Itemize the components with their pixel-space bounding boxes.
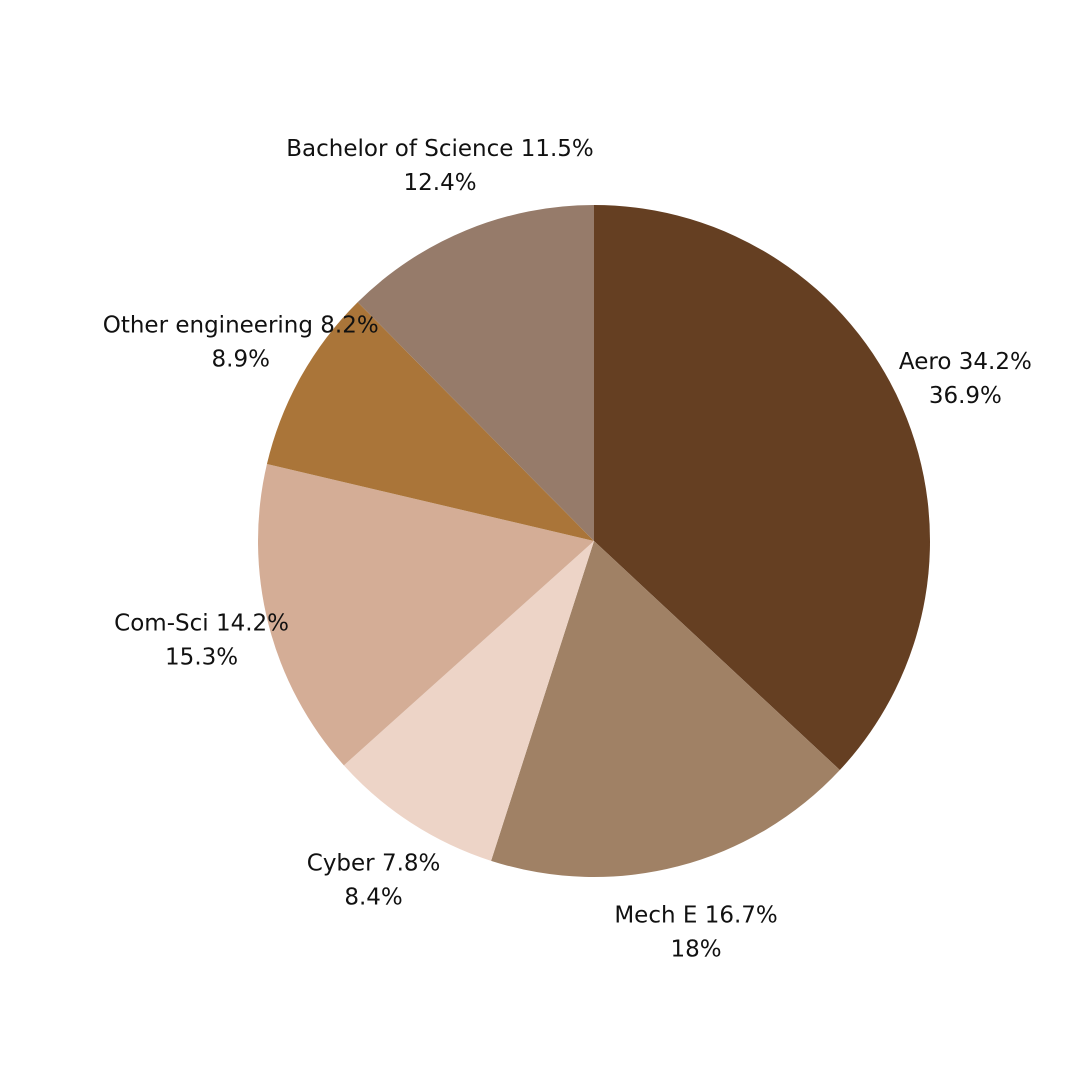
slice-label: Other engineering 8.2% [103, 312, 379, 338]
slice-label: Mech E 16.7% [614, 902, 777, 928]
pie-slice [357, 205, 594, 541]
pie-slice [266, 302, 594, 541]
pie-slice [594, 205, 930, 771]
pie-slice [491, 541, 840, 877]
slice-label: Bachelor of Science 11.5% [286, 136, 594, 162]
value-label: 12.4% [404, 170, 477, 196]
value-label: 8.9% [212, 346, 270, 372]
value-label: 18% [670, 936, 721, 962]
slice-label: Com-Sci 14.2% [114, 611, 289, 637]
value-label: 36.9% [929, 383, 1002, 409]
pie-slice [343, 541, 594, 861]
slice-label: Aero 34.2% [899, 349, 1032, 375]
value-label: 15.3% [165, 645, 238, 671]
value-label: 8.4% [344, 884, 402, 910]
pie-slice [258, 464, 594, 766]
slice-label: Cyber 7.8% [307, 850, 441, 876]
